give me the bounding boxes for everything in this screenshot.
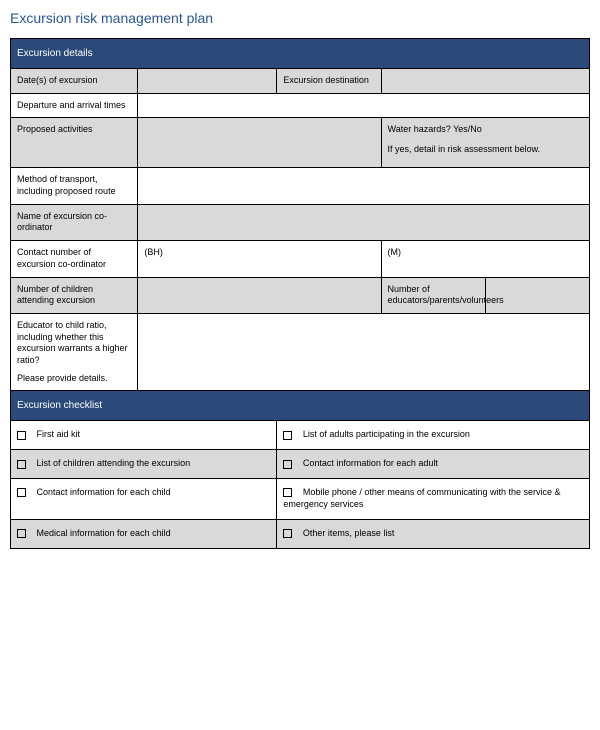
- label-departure: Departure and arrival times: [11, 93, 138, 118]
- label-activities: Proposed activities: [11, 118, 138, 168]
- checkbox-label: First aid kit: [37, 429, 81, 439]
- field-transport[interactable]: [138, 168, 590, 204]
- section-header-checklist: Excursion checklist: [11, 391, 590, 421]
- field-ratio[interactable]: [138, 313, 590, 390]
- label-children-attending: Number of children attending excursion: [11, 277, 138, 313]
- label-ratio: Educator to child ratio, including wheth…: [11, 313, 138, 390]
- checkbox-label: List of children attending the excursion: [37, 458, 191, 468]
- checkbox-label: List of adults participating in the excu…: [303, 429, 470, 439]
- label-transport: Method of transport, including proposed …: [11, 168, 138, 204]
- ratio-line1: Educator to child ratio, including wheth…: [17, 320, 131, 367]
- checklist-right-1: Contact information for each adult: [277, 450, 590, 479]
- checkbox-label: Contact information for each adult: [303, 458, 438, 468]
- checkbox-label: Contact information for each child: [37, 487, 171, 497]
- checklist-right-0: List of adults participating in the excu…: [277, 421, 590, 450]
- checkbox-label: Medical information for each child: [37, 528, 171, 538]
- checklist-left-3: Medical information for each child: [11, 519, 277, 548]
- field-children-attending[interactable]: [138, 277, 381, 313]
- field-contact-m[interactable]: (M): [381, 241, 589, 277]
- label-coordinator-name: Name of excursion co-ordinator: [11, 204, 138, 240]
- checkbox-label: Other items, please list: [303, 528, 395, 538]
- checklist-left-2: Contact information for each child: [11, 479, 277, 520]
- checklist-left-1: List of children attending the excursion: [11, 450, 277, 479]
- field-contact-bh[interactable]: (BH): [138, 241, 381, 277]
- checkbox-icon[interactable]: [17, 431, 26, 440]
- checkbox-icon[interactable]: [17, 529, 26, 538]
- checkbox-icon[interactable]: [283, 529, 292, 538]
- label-coordinator-contact: Contact number of excursion co-ordinator: [11, 241, 138, 277]
- checkbox-icon[interactable]: [17, 460, 26, 469]
- field-activities[interactable]: [138, 118, 381, 168]
- checkbox-icon[interactable]: [283, 460, 292, 469]
- checklist-right-3: Other items, please list: [277, 519, 590, 548]
- field-coordinator-name[interactable]: [138, 204, 590, 240]
- checklist-left-0: First aid kit: [11, 421, 277, 450]
- checkbox-icon[interactable]: [17, 488, 26, 497]
- checkbox-label: Mobile phone / other means of communicat…: [283, 487, 560, 509]
- form-table: Excursion details Date(s) of excursion E…: [10, 38, 590, 549]
- checkbox-icon[interactable]: [283, 488, 292, 497]
- label-dates: Date(s) of excursion: [11, 69, 138, 94]
- checkbox-icon[interactable]: [283, 431, 292, 440]
- field-departure[interactable]: [138, 93, 590, 118]
- water-hazards-line2: If yes, detail in risk assessment below.: [388, 144, 583, 156]
- checklist-right-2: Mobile phone / other means of communicat…: [277, 479, 590, 520]
- label-educators: Number of educators/parents/volunteers: [381, 277, 485, 313]
- label-destination: Excursion destination: [277, 69, 381, 94]
- page-title: Excursion risk management plan: [10, 10, 590, 26]
- section-header-details: Excursion details: [11, 39, 590, 69]
- field-dates[interactable]: [138, 69, 277, 94]
- cell-water-hazards: Water hazards? Yes/No If yes, detail in …: [381, 118, 589, 168]
- field-destination[interactable]: [381, 69, 589, 94]
- water-hazards-line1: Water hazards? Yes/No: [388, 124, 583, 136]
- ratio-line2: Please provide details.: [17, 373, 131, 385]
